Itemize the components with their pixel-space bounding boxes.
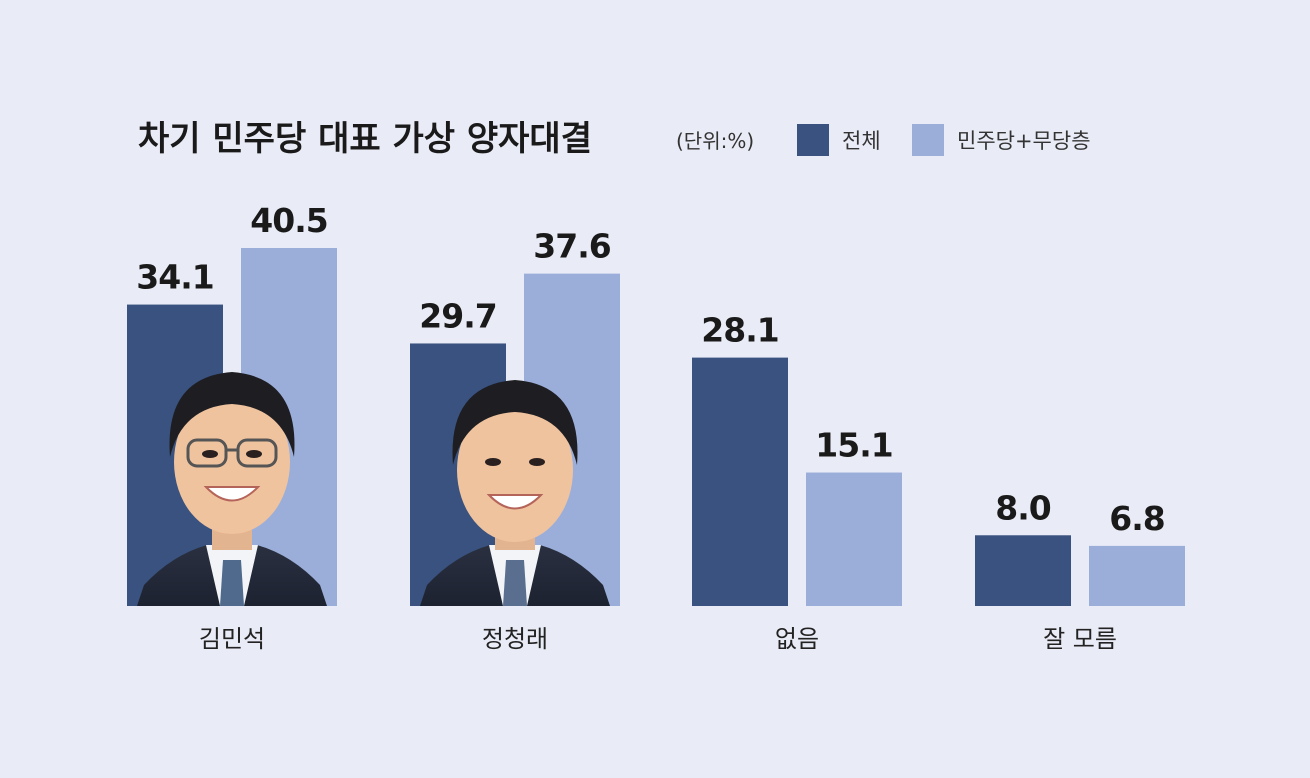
hair-shape	[452, 380, 578, 465]
photo-overlays	[137, 372, 610, 606]
value-label-3-0: 8.0	[995, 488, 1050, 527]
bar-2-0	[692, 357, 788, 606]
value-label-0-1: 40.5	[250, 201, 327, 240]
bar-3-0	[975, 535, 1071, 606]
category-labels: 김민석 정청래 없음 잘 모름	[199, 625, 1117, 653]
smile-shape	[486, 494, 544, 510]
chart-title: 차기 민주당 대표 가상 양자대결	[138, 119, 592, 159]
value-label-1-1: 37.6	[533, 227, 610, 266]
candidate-photo-0	[137, 372, 327, 606]
eye-shape	[202, 450, 218, 458]
category-label-1: 정청래	[482, 625, 548, 653]
eye-shape	[529, 458, 545, 466]
bar-2-1	[806, 472, 902, 606]
bar-3-1	[1089, 545, 1185, 606]
tie-shape	[503, 560, 527, 606]
eye-shape	[246, 450, 262, 458]
bars-group	[127, 248, 1185, 606]
candidate-photo-1	[420, 380, 610, 606]
category-label-0: 김민석	[199, 625, 265, 653]
face-shape	[457, 398, 573, 542]
unit-note: (단위:%)	[676, 129, 754, 153]
legend-label-dem-independent: 민주당+무당층	[957, 129, 1091, 153]
legend-label-total: 전체	[842, 129, 881, 153]
hair-shape	[169, 372, 295, 457]
legend-swatch-total	[797, 124, 829, 156]
tie-shape	[220, 560, 244, 606]
category-label-3: 잘 모름	[1043, 625, 1117, 653]
legend: 전체 민주당+무당층	[797, 124, 1091, 156]
face-shape	[174, 390, 290, 534]
value-label-2-0: 28.1	[701, 311, 778, 350]
legend-swatch-dem-independent	[912, 124, 944, 156]
value-labels: 34.1 40.5 29.7 37.6 28.1 15.1 8.0 6.8	[136, 201, 1165, 538]
value-label-0-0: 34.1	[136, 258, 213, 297]
category-label-2: 없음	[775, 625, 819, 653]
smile-shape	[203, 486, 261, 502]
eye-shape	[485, 458, 501, 466]
value-label-1-0: 29.7	[419, 296, 496, 335]
value-label-3-1: 6.8	[1109, 499, 1164, 538]
glasses-shape	[236, 438, 278, 468]
glasses-shape	[186, 438, 228, 468]
value-label-2-1: 15.1	[815, 426, 892, 465]
